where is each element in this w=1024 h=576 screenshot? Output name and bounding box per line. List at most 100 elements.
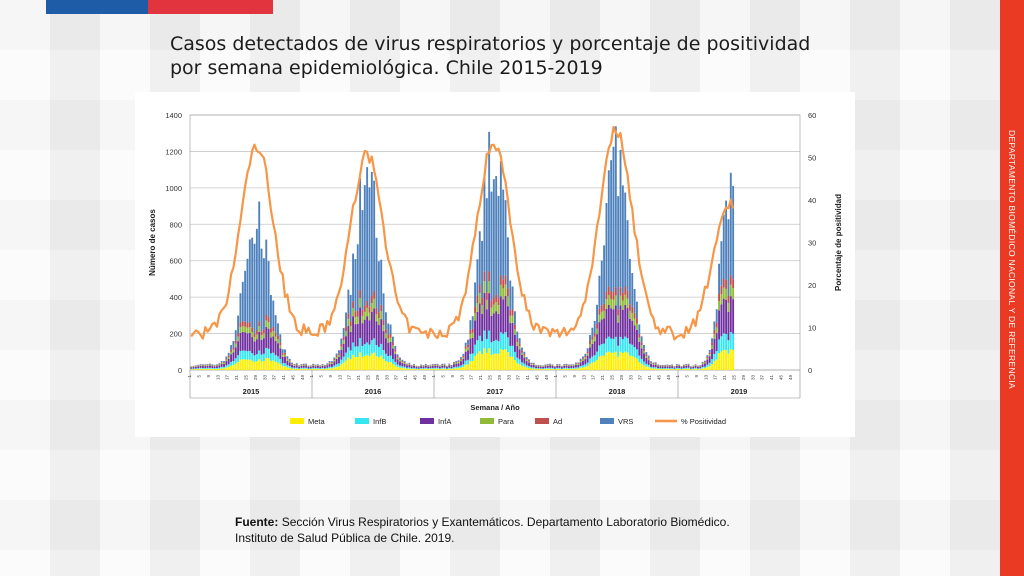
bar-para xyxy=(572,365,575,367)
bar-meta xyxy=(441,368,444,370)
bar-meta xyxy=(579,367,582,370)
bar-vrs xyxy=(729,172,732,276)
bar-para xyxy=(342,339,345,344)
bar-vrs xyxy=(213,364,216,366)
bar-vrs xyxy=(607,170,610,287)
bar-para xyxy=(464,348,467,352)
bar-meta xyxy=(279,363,282,370)
bar-vrs xyxy=(309,365,312,366)
bar-para xyxy=(636,323,638,330)
x-week-tick: 29 xyxy=(741,375,746,381)
bar-infb xyxy=(539,368,542,370)
bar-para xyxy=(375,314,378,322)
bar-infb xyxy=(319,368,322,370)
bar-meta xyxy=(476,353,479,370)
bar-para xyxy=(223,363,225,364)
x-week-tick: 5 xyxy=(563,375,568,378)
bar-infb xyxy=(549,367,552,369)
bar-ad xyxy=(340,344,343,347)
bar-ad xyxy=(457,361,460,363)
bar-meta xyxy=(713,361,716,370)
bar-ad xyxy=(232,347,235,350)
bar-ad xyxy=(729,275,732,285)
bar-ad xyxy=(497,297,500,306)
bar-infa xyxy=(464,351,467,361)
bar-ad xyxy=(650,362,652,364)
bar-infb xyxy=(605,338,608,353)
bar-ad xyxy=(582,358,584,360)
bar-infb xyxy=(727,340,730,354)
bar-para xyxy=(671,365,674,367)
bar-infb xyxy=(361,345,364,357)
bar-ad xyxy=(511,309,514,316)
bar-para xyxy=(511,315,514,323)
bar-ad xyxy=(401,360,404,362)
bar-vrs xyxy=(455,360,458,362)
source-note: Fuente: Sección Virus Respiratorios y Ex… xyxy=(235,514,935,546)
bar-meta xyxy=(628,355,631,370)
bar-infa xyxy=(384,338,387,354)
bar-infa xyxy=(443,365,446,368)
bar-para xyxy=(246,327,249,334)
bar-infa xyxy=(307,366,310,369)
bar-infa xyxy=(218,365,221,368)
bar-infa xyxy=(262,338,265,354)
bar-meta xyxy=(570,368,573,370)
bar-ad xyxy=(474,306,476,313)
bar-para xyxy=(460,359,462,362)
x-week-tick: 13 xyxy=(703,375,708,381)
bar-para xyxy=(631,313,634,321)
bar-infa xyxy=(347,325,350,348)
bar-meta xyxy=(209,368,211,370)
bar-para xyxy=(537,365,540,367)
bar-infb xyxy=(560,368,563,370)
bar-infb xyxy=(403,366,406,369)
bar-ad xyxy=(384,329,387,334)
bar-infb xyxy=(370,340,373,354)
bar-meta xyxy=(492,354,495,370)
bar-infa xyxy=(356,323,359,347)
bar-para xyxy=(204,365,207,367)
bar-infb xyxy=(607,336,610,352)
bar-vrs xyxy=(406,363,408,365)
bar-para xyxy=(539,366,542,367)
bar-infa xyxy=(575,364,577,368)
bar-vrs xyxy=(720,241,723,286)
bar-infb xyxy=(460,365,462,368)
bar-infa xyxy=(277,343,279,357)
bar-vrs xyxy=(216,364,218,366)
bar-infa xyxy=(699,366,702,369)
bar-meta xyxy=(349,359,352,370)
bar-meta xyxy=(619,351,622,370)
bar-infa xyxy=(368,320,371,345)
bar-infa xyxy=(377,325,380,347)
bar-infb xyxy=(471,353,474,361)
bar-infb xyxy=(671,368,674,369)
bar-vrs xyxy=(628,258,631,305)
bar-ad xyxy=(328,362,331,363)
bar-vrs xyxy=(563,364,566,365)
bar-para xyxy=(302,364,305,366)
bar-meta xyxy=(495,353,498,370)
bar-vrs xyxy=(457,360,460,362)
bar-infa xyxy=(666,366,669,369)
bar-infb xyxy=(600,344,603,356)
bar-vrs xyxy=(265,239,268,315)
bar-vrs xyxy=(239,293,242,323)
x-week-tick: 41 xyxy=(525,375,530,381)
bar-infa xyxy=(298,366,301,369)
x-week-tick: 33 xyxy=(384,375,389,381)
bar-meta xyxy=(420,368,423,370)
x-week-tick: 29 xyxy=(253,375,258,381)
bar-infa xyxy=(467,350,469,360)
bar-infb xyxy=(577,367,580,369)
bar-meta xyxy=(246,359,249,370)
bar-ad xyxy=(675,364,678,366)
bar-ad xyxy=(647,357,650,359)
bar-meta xyxy=(471,360,474,370)
bar-vrs xyxy=(232,341,235,348)
bar-ad xyxy=(462,355,465,358)
bar-infb xyxy=(234,358,237,364)
x-week-tick: 25 xyxy=(609,375,614,381)
bar-infb xyxy=(584,364,587,367)
